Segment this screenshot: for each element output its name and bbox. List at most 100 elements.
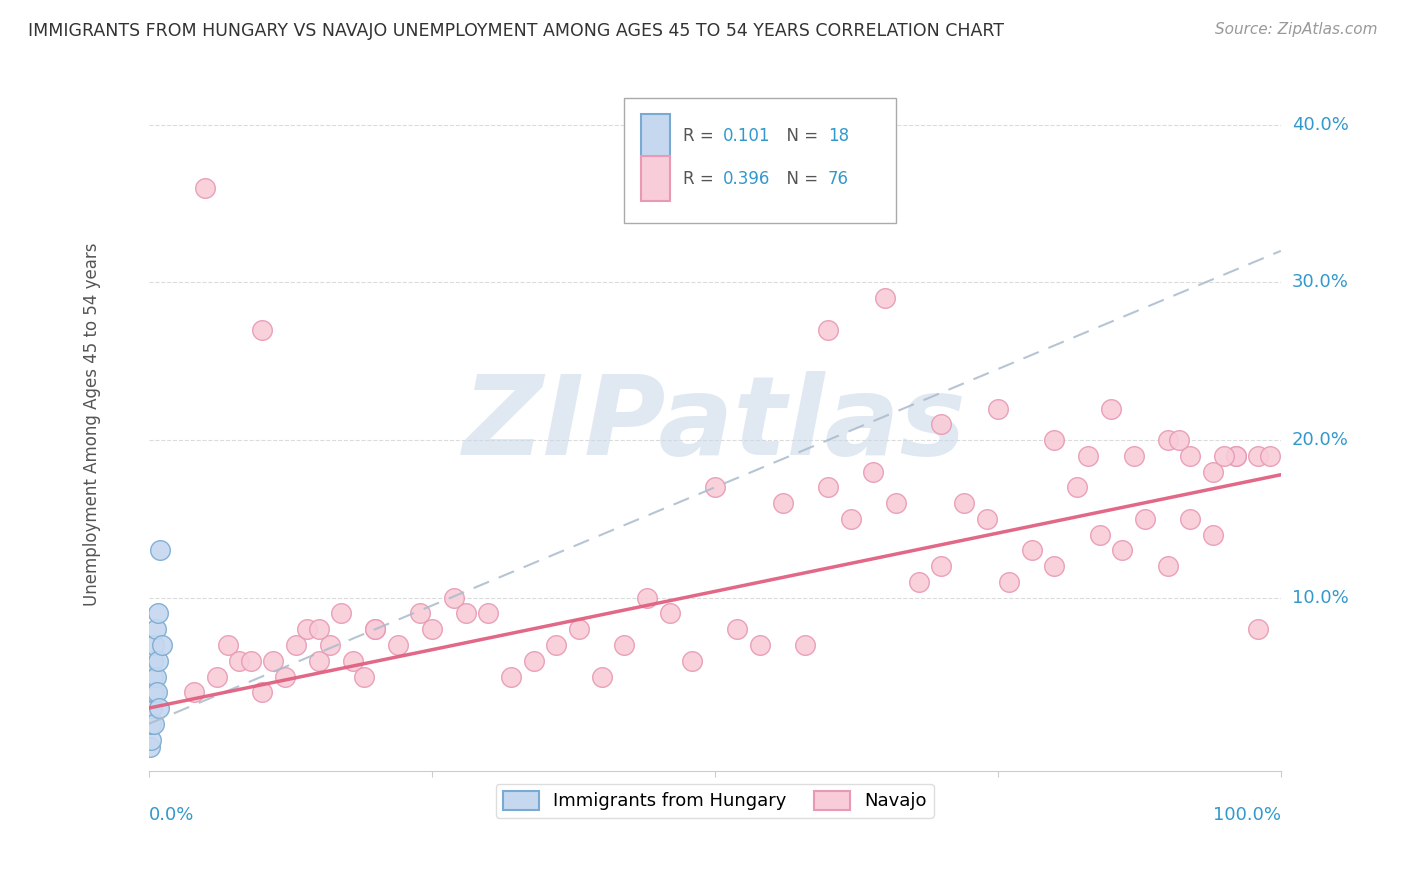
Point — [145, 685, 167, 699]
Point — [523, 654, 546, 668]
Point — [143, 638, 166, 652]
Text: 0.101: 0.101 — [723, 128, 770, 145]
Point — [146, 607, 169, 621]
Point — [142, 654, 165, 668]
Text: N =: N = — [776, 128, 824, 145]
Point — [194, 181, 217, 195]
Point — [297, 622, 319, 636]
Point — [976, 512, 998, 526]
Point — [794, 638, 817, 652]
Point — [817, 323, 839, 337]
Point — [146, 654, 169, 668]
Point — [364, 622, 387, 636]
Point — [772, 496, 794, 510]
Point — [1202, 465, 1225, 479]
Point — [273, 669, 295, 683]
Text: 100.0%: 100.0% — [1213, 805, 1281, 824]
Point — [409, 607, 432, 621]
Point — [239, 654, 262, 668]
Point — [420, 622, 443, 636]
Point — [749, 638, 772, 652]
FancyBboxPatch shape — [624, 98, 896, 223]
Point — [681, 654, 703, 668]
Point — [1225, 449, 1247, 463]
Point — [873, 291, 896, 305]
Point — [862, 465, 884, 479]
Point — [145, 669, 167, 683]
Point — [250, 685, 273, 699]
Text: R =: R = — [683, 169, 718, 188]
Point — [658, 607, 681, 621]
Point — [839, 512, 862, 526]
Point — [703, 480, 725, 494]
Point — [149, 543, 172, 558]
Point — [998, 574, 1021, 589]
Text: Source: ZipAtlas.com: Source: ZipAtlas.com — [1215, 22, 1378, 37]
Text: N =: N = — [776, 169, 824, 188]
Point — [1225, 449, 1247, 463]
Point — [568, 622, 591, 636]
Point — [1111, 543, 1133, 558]
Text: 76: 76 — [828, 169, 849, 188]
Point — [1122, 449, 1144, 463]
Point — [1156, 559, 1178, 574]
Text: 40.0%: 40.0% — [1292, 116, 1348, 134]
Point — [1168, 433, 1191, 447]
Point — [591, 669, 613, 683]
Point — [353, 669, 375, 683]
Point — [1021, 543, 1043, 558]
Legend: Immigrants from Hungary, Navajo: Immigrants from Hungary, Navajo — [495, 784, 934, 818]
Point — [477, 607, 499, 621]
Point — [250, 323, 273, 337]
Point — [1156, 433, 1178, 447]
Point — [183, 685, 205, 699]
Point — [454, 607, 477, 621]
Text: 10.0%: 10.0% — [1292, 589, 1348, 607]
Point — [330, 607, 353, 621]
Point — [1043, 433, 1066, 447]
Point — [636, 591, 658, 605]
Point — [1043, 559, 1066, 574]
Point — [929, 559, 952, 574]
Point — [546, 638, 568, 652]
Point — [1077, 449, 1099, 463]
Point — [217, 638, 239, 652]
Point — [141, 685, 163, 699]
FancyBboxPatch shape — [641, 114, 669, 159]
Point — [884, 496, 907, 510]
Point — [143, 685, 166, 699]
Point — [1213, 449, 1236, 463]
Point — [1180, 449, 1202, 463]
Point — [727, 622, 749, 636]
Point — [387, 638, 409, 652]
Point — [342, 654, 364, 668]
Point — [1066, 480, 1088, 494]
Point — [148, 701, 170, 715]
Point — [319, 638, 342, 652]
Point — [150, 638, 173, 652]
Point — [139, 732, 162, 747]
Point — [143, 716, 166, 731]
Text: IMMIGRANTS FROM HUNGARY VS NAVAJO UNEMPLOYMENT AMONG AGES 45 TO 54 YEARS CORRELA: IMMIGRANTS FROM HUNGARY VS NAVAJO UNEMPL… — [28, 22, 1004, 40]
Point — [1247, 449, 1270, 463]
Point — [142, 669, 165, 683]
Point — [443, 591, 465, 605]
Text: 0.396: 0.396 — [723, 169, 770, 188]
Point — [1180, 512, 1202, 526]
Point — [953, 496, 976, 510]
FancyBboxPatch shape — [641, 156, 669, 202]
Point — [145, 622, 167, 636]
Point — [929, 417, 952, 432]
Point — [613, 638, 636, 652]
Text: ZIPatlas: ZIPatlas — [463, 371, 967, 478]
Point — [228, 654, 250, 668]
Point — [364, 622, 387, 636]
Point — [139, 740, 162, 755]
Point — [907, 574, 929, 589]
Text: 18: 18 — [828, 128, 849, 145]
Point — [1247, 622, 1270, 636]
Point — [205, 669, 228, 683]
Point — [308, 654, 330, 668]
Point — [1202, 527, 1225, 541]
Point — [499, 669, 522, 683]
